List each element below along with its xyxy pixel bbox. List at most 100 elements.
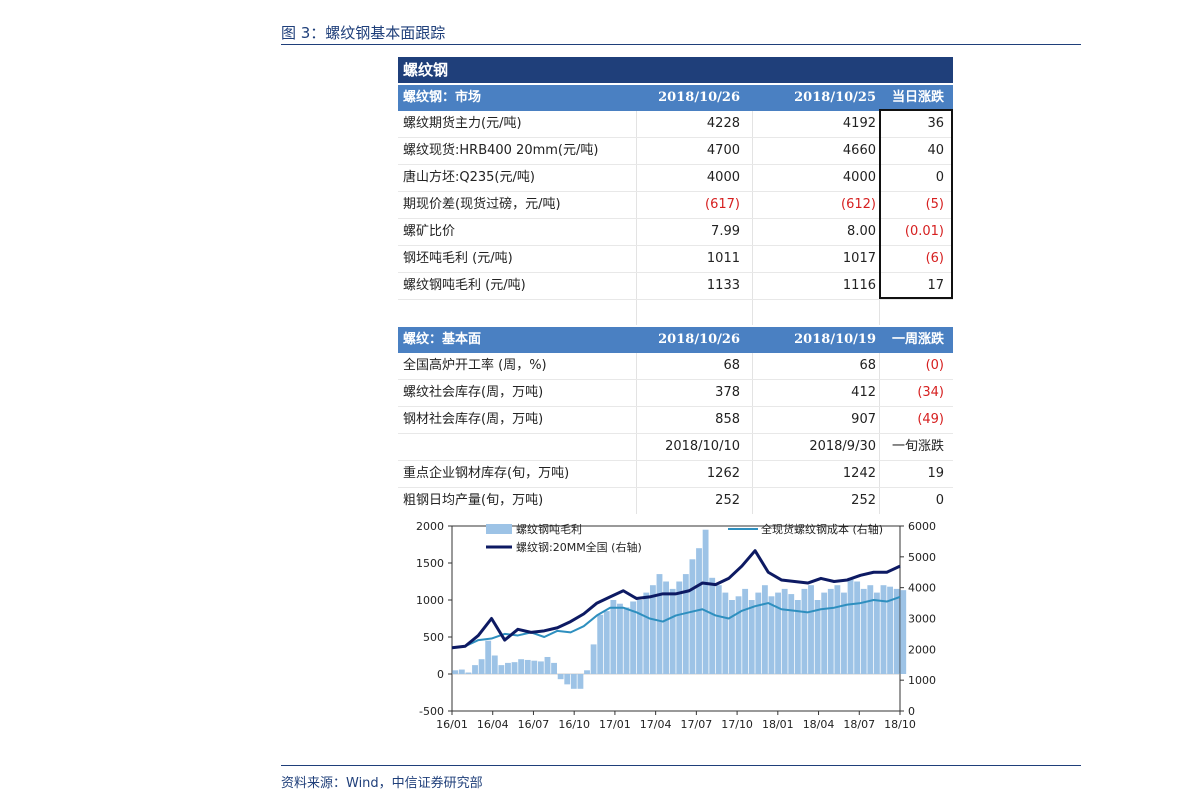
- rebar-price-line: [451, 549, 901, 650]
- margin-bar: [663, 581, 669, 674]
- rebar-margin-chart: 2000150010005000-50060005000400030002000…: [416, 520, 936, 731]
- subheader-col2: 2018/9/30: [809, 439, 876, 454]
- y-right-tick-label: 1000: [908, 674, 936, 687]
- header-col1: 2018/10/26: [658, 90, 740, 105]
- margin-bar: [485, 640, 492, 674]
- margin-bar: [649, 585, 656, 674]
- margin-bar: [788, 594, 795, 674]
- row-label: 螺纹社会库存(周，万吨): [403, 385, 544, 400]
- margin-bar: [524, 659, 531, 674]
- row-value-2: 907: [851, 412, 876, 427]
- margin-bar: [597, 614, 604, 674]
- margin-bar: [544, 656, 551, 674]
- row-label: 螺纹钢吨毛利 (元/吨): [403, 278, 526, 293]
- margin-bar: [834, 585, 841, 674]
- row-change: 17: [927, 278, 944, 293]
- margin-bar: [491, 655, 498, 674]
- margin-bar: [702, 529, 709, 674]
- row-value-2: 1116: [842, 278, 876, 293]
- header-col3: 一周涨跌: [891, 332, 944, 347]
- margin-bar: [854, 581, 861, 674]
- margin-bar: [768, 596, 775, 674]
- margin-bar: [689, 559, 696, 674]
- row-label: 粗钢日均产量(旬，万吨): [403, 493, 544, 508]
- x-tick-label: 16/01: [436, 718, 468, 731]
- row-value-1: (617): [705, 197, 740, 212]
- margin-bar: [610, 600, 617, 674]
- row-value-2: 252: [851, 493, 876, 508]
- margin-bar: [827, 588, 834, 674]
- margin-bar: [801, 588, 808, 674]
- row-value-1: 4228: [706, 116, 740, 131]
- margin-bar: [617, 603, 623, 674]
- legend-label-rebar: 螺纹钢:20MM全国 (右轴): [516, 540, 642, 554]
- margin-bar: [537, 661, 544, 674]
- row-value-1: 858: [715, 412, 740, 427]
- x-tick-label: 17/01: [599, 718, 631, 731]
- margin-bar: [564, 674, 571, 685]
- legend-label-bars: 螺纹钢吨毛利: [516, 522, 582, 536]
- x-tick-label: 18/10: [884, 718, 916, 731]
- row-value-1: 1133: [706, 278, 740, 293]
- row-value-2: 4660: [842, 143, 876, 158]
- row-label: 全国高炉开工率 (周，%): [403, 358, 547, 373]
- margin-bar: [630, 601, 637, 674]
- margin-bar: [531, 660, 538, 674]
- y-right-tick-label: 3000: [908, 613, 936, 626]
- margin-bar: [577, 674, 584, 689]
- row-value-2: 412: [851, 385, 876, 400]
- source-rule: [281, 765, 1081, 766]
- y-right-tick-label: 0: [908, 705, 915, 718]
- row-value-2: 4000: [842, 170, 876, 185]
- margin-bar: [794, 600, 801, 674]
- y-left-tick-label: -500: [419, 705, 444, 718]
- margin-bar: [584, 670, 590, 674]
- row-change: (34): [917, 385, 944, 400]
- margin-bar: [551, 662, 557, 674]
- row-value-1: 4000: [706, 170, 740, 185]
- margin-bar: [452, 670, 459, 674]
- table-row: 钢材社会库存(周，万吨) 858 907 (49): [398, 407, 953, 434]
- y-right-tick-label: 2000: [908, 643, 936, 656]
- legend-label-cost: 全现货螺纹钢成本 (右轴): [761, 522, 883, 536]
- row-value-2: 68: [859, 358, 876, 373]
- row-change: 36: [927, 116, 944, 131]
- rebar-fundamentals-table: 螺纹：基本面 2018/10/26 2018/10/19 一周涨跌 全国高炉开工…: [398, 327, 953, 514]
- row-change: 40: [927, 143, 944, 158]
- row-value-2: 8.00: [847, 224, 876, 239]
- row-change: (0): [925, 358, 944, 373]
- margin-bar: [590, 644, 597, 674]
- margin-bar: [873, 592, 880, 674]
- table-row: 重点企业钢材库存(旬，万吨) 1262 1242 19: [398, 461, 953, 488]
- margin-bar: [696, 548, 702, 674]
- row-change: 19: [927, 466, 944, 481]
- row-change: 0: [935, 493, 944, 508]
- cost-line: [451, 595, 901, 649]
- y-right-tick-label: 5000: [908, 551, 936, 564]
- row-label: 螺纹期货主力(元/吨): [403, 116, 522, 131]
- margin-bar: [808, 585, 814, 674]
- table-row: 螺纹现货:HRB400 20mm(元/吨) 4700 4660 40: [398, 138, 953, 165]
- margin-bar: [643, 592, 650, 674]
- row-label: 钢坯吨毛利 (元/吨): [403, 251, 513, 266]
- row-change: (0.01): [904, 224, 944, 239]
- table-row: 螺纹钢吨毛利 (元/吨) 1133 1116 17: [398, 273, 953, 300]
- margin-bar: [748, 600, 755, 674]
- table-title-row: 螺纹钢: [398, 57, 953, 83]
- row-label: 重点企业钢材库存(旬，万吨): [403, 466, 570, 481]
- margin-bar: [636, 600, 643, 674]
- row-value-1: 1011: [706, 251, 740, 266]
- margin-bar: [518, 659, 525, 674]
- row-value-1: 1262: [706, 466, 740, 481]
- table-row: 期现价差(现货过磅，元/吨) (617) (612) (5): [398, 192, 953, 219]
- x-tick-label: 18/01: [762, 718, 794, 731]
- y-right-tick-label: 4000: [908, 582, 936, 595]
- margin-bar: [722, 592, 729, 674]
- header-col3: 当日涨跌: [891, 90, 944, 105]
- table-row: 全国高炉开工率 (周，%) 68 68 (0): [398, 353, 953, 380]
- margin-bar: [775, 592, 781, 674]
- table-row: 螺矿比价 7.99 8.00 (0.01): [398, 219, 953, 246]
- y-left-tick-label: 1000: [416, 594, 444, 607]
- margin-bar: [847, 577, 854, 674]
- margin-bar: [814, 600, 821, 674]
